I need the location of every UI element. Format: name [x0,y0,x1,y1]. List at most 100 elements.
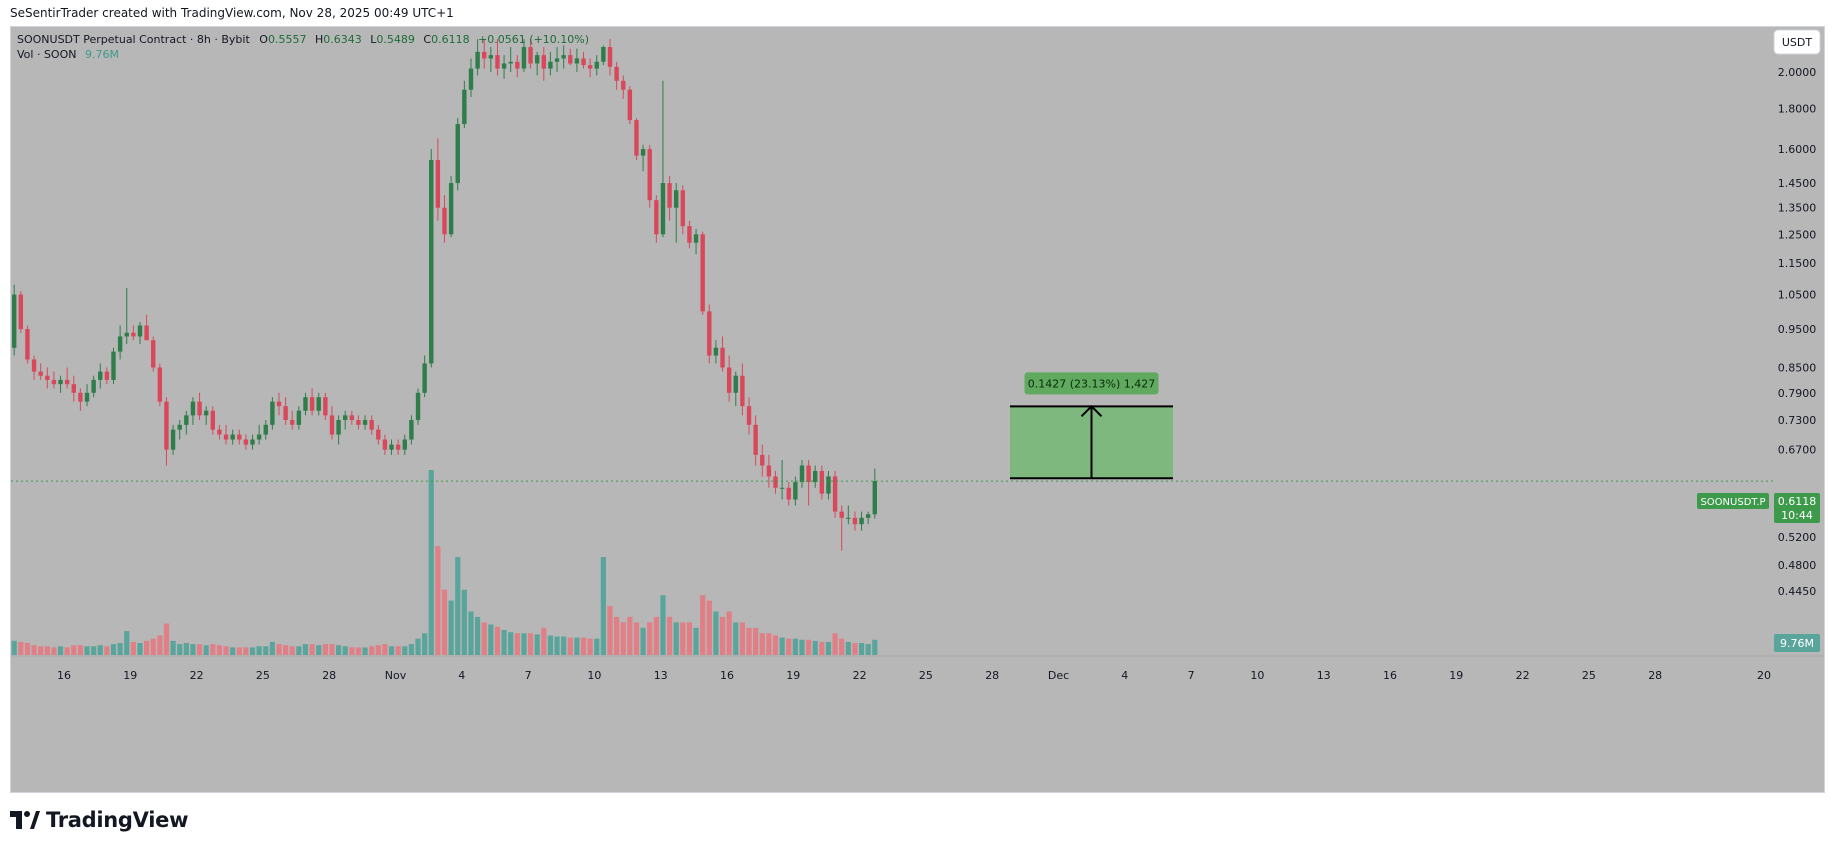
volume-bar [84,646,90,655]
last-price-countdown: 10:44 [1781,509,1813,522]
measure-tool[interactable]: 0.1427 (23.13%) 1,427 [1010,372,1173,480]
candle-body [170,429,176,450]
candle-body [521,47,527,69]
time-axis[interactable]: 16 19 22 25 28 Nov 4 7 10 13 16 19 22 25 28 Dec 4 7 10 13 16… [57,669,1771,682]
volume-bar [812,640,818,655]
candle-body [25,329,30,360]
volume-bar [872,639,878,655]
candle-body [356,420,361,425]
candle-body [799,465,805,483]
time-tick-label: 16 [1383,669,1397,682]
price-tick-label: 1.0500 [1778,289,1817,302]
volume-bar [468,611,474,655]
candle-body [760,454,765,466]
currency-button[interactable]: USDT [1773,29,1821,55]
candle-body [693,234,699,243]
time-tick-label: 25 [919,669,933,682]
price-tick-label: 1.8000 [1778,102,1817,115]
price-axis[interactable]: 2.0000 1.8000 1.6000 1.4500 1.3500 1.2500 1.15… [1778,66,1817,598]
candle-body [296,410,302,425]
volume-bar [117,643,123,655]
candle-body [746,406,752,425]
candle-body [31,359,37,372]
candle-body [283,406,288,421]
time-tick-label: 7 [525,669,532,682]
candle-body [640,149,646,156]
candle-body [276,401,282,407]
candle-body [151,340,156,368]
candle-body [442,207,447,235]
candle-body [290,420,295,425]
price-tick-label: 0.4450 [1778,585,1817,598]
currency-label: USDT [1782,36,1813,49]
candle-body [779,487,785,489]
volume-bar [342,646,348,655]
volume-bar [183,643,189,655]
candle-body [508,61,513,64]
volume-bar [97,645,103,655]
candle-body [813,470,818,483]
volume-bar [157,635,163,655]
candle-body [190,401,196,416]
candle-body [773,476,778,488]
symbol-tag-text: SOONUSDT.P [1700,497,1765,508]
candle-body [541,55,546,69]
candle-body [270,401,275,425]
volume-bar [335,645,342,655]
price-tick-label: 2.0000 [1778,66,1817,79]
volume-bar [18,641,24,655]
price-tick-label: 1.2500 [1778,228,1817,241]
volume-bar [527,633,534,655]
candle-body [164,401,169,450]
volume-bar [673,622,679,655]
time-tick-label: 22 [190,669,204,682]
candle-body [852,517,858,525]
volume-bar [547,635,554,655]
price-tick-label: 1.1500 [1778,257,1817,270]
volume-bar [448,600,454,655]
price-chart[interactable]: 0.1427 (23.13%) 1,427 SOONUSDT Perpetual… [11,27,1824,792]
volume-bar [316,645,322,655]
candle-body [819,470,825,494]
candle-body [137,325,143,337]
legend-change: +0.0561 (+10.10%) [478,33,589,46]
legend-volume-label: Vol · SOON [17,48,76,61]
volume-bar [31,645,37,655]
candle-body [117,336,123,352]
candle-body [124,332,129,337]
volume-bar [534,634,540,655]
volume-bar [137,643,143,655]
arrow-up-icon [1080,404,1103,418]
candle-body [203,410,209,416]
candle-body [422,363,427,393]
time-tick-label: 16 [57,669,71,682]
volume-bar [481,622,487,655]
candle-body [515,61,520,69]
volume-bar [408,644,414,655]
volume-bar [686,622,693,655]
legend-symbol: SOONUSDT Perpetual Contract · 8h · Bybit [17,33,250,46]
price-tick-label: 0.7300 [1778,414,1817,427]
volume-bar [177,644,183,655]
chart-frame[interactable]: 0.1427 (23.13%) 1,427 SOONUSDT Perpetual… [10,26,1825,793]
time-tick-label: Nov [385,669,407,682]
tradingview-logo-text: TradingView [46,808,189,832]
candle-body [429,160,434,364]
volume-bar [302,644,309,655]
volume-bar [475,616,481,655]
volume-bar [514,633,520,655]
candle-body [402,439,407,450]
volume-bar [71,645,77,655]
candle-body [554,58,560,62]
time-tick-label: 4 [458,669,465,682]
candle-body [839,511,844,518]
candle-body [700,234,705,312]
candle-body [501,63,507,69]
candle-body [846,517,851,519]
tradingview-logo[interactable]: TradingView [10,808,188,832]
candle-body [865,514,871,518]
volume-bar [786,638,792,655]
candle-body [462,89,467,125]
candle-body [680,190,686,227]
volume-bar [415,638,421,655]
